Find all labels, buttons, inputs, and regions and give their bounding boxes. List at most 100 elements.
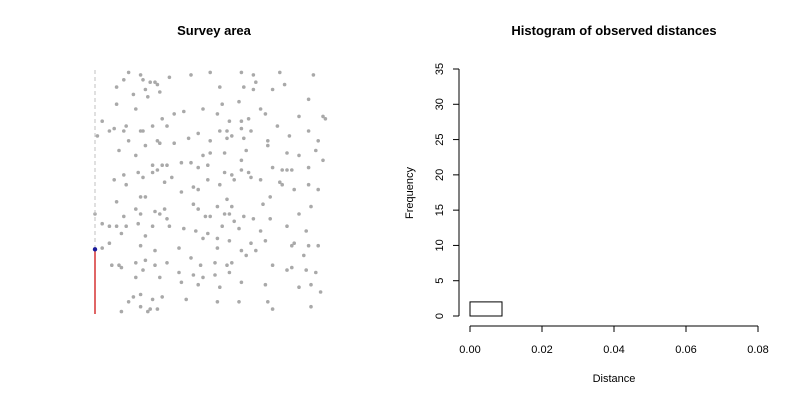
survey-point — [239, 248, 244, 253]
survey-point — [148, 80, 152, 84]
survey-point — [138, 212, 143, 216]
survey-point — [290, 168, 294, 172]
survey-point — [249, 129, 253, 133]
survey-point — [124, 224, 128, 228]
survey-point — [239, 158, 244, 163]
y-tick-label: 30 — [434, 98, 446, 110]
survey-point — [138, 195, 143, 199]
survey-point — [114, 85, 119, 89]
survey-point — [251, 217, 256, 221]
histogram-x-axis: 0.00 0.02 0.04 0.06 0.08 — [459, 325, 769, 356]
survey-point — [138, 304, 143, 309]
survey-point — [213, 261, 217, 265]
survey-point — [254, 80, 258, 84]
survey-point — [165, 217, 169, 221]
survey-point — [155, 139, 160, 143]
survey-point — [143, 195, 148, 199]
survey-point — [275, 124, 280, 128]
survey-point — [297, 285, 301, 290]
x-tick-label: 0.04 — [603, 344, 624, 356]
survey-point — [189, 160, 193, 165]
survey-point — [287, 134, 292, 138]
survey-point — [201, 236, 205, 241]
survey-point — [191, 202, 196, 206]
survey-point — [141, 268, 145, 272]
survey-point — [165, 124, 169, 128]
survey-point — [323, 117, 328, 121]
survey-point — [179, 190, 184, 194]
survey-point — [304, 268, 309, 272]
survey-point — [306, 182, 311, 187]
y-tick-label: 35 — [434, 63, 446, 75]
survey-point — [126, 70, 131, 75]
survey-area-title: Survey area — [177, 23, 251, 38]
survey-point — [306, 165, 311, 170]
survey-point — [153, 209, 157, 214]
survey-point — [177, 270, 181, 275]
y-tick-label: 15 — [434, 204, 446, 216]
survey-point — [242, 136, 246, 141]
survey-point — [198, 263, 203, 268]
survey-point — [278, 70, 282, 75]
survey-point — [179, 280, 184, 285]
survey-point — [230, 261, 234, 265]
survey-point — [213, 273, 217, 277]
survey-point — [249, 241, 253, 245]
survey-point — [158, 212, 162, 216]
survey-point — [290, 265, 294, 270]
survey-point — [309, 204, 313, 209]
survey-point — [270, 263, 275, 268]
survey-point — [215, 300, 220, 304]
survey-point — [215, 246, 220, 250]
survey-point — [184, 297, 188, 302]
survey-point — [237, 226, 241, 231]
survey-point — [266, 143, 270, 148]
survey-point — [114, 102, 119, 106]
survey-point — [124, 124, 128, 128]
survey-point — [218, 182, 222, 187]
survey-point — [258, 107, 263, 111]
survey-point — [170, 175, 174, 180]
survey-point — [309, 282, 313, 287]
survey-point — [266, 300, 270, 304]
survey-point — [182, 109, 186, 114]
survey-point — [254, 248, 258, 253]
survey-point — [107, 129, 112, 133]
survey-point — [122, 214, 126, 219]
survey-point — [189, 73, 193, 77]
survey-point — [316, 243, 321, 248]
x-tick-label: 0.02 — [531, 344, 552, 356]
survey-point — [134, 107, 138, 111]
survey-point — [119, 309, 124, 314]
survey-point — [112, 178, 116, 182]
survey-point — [136, 170, 140, 175]
survey-point — [146, 95, 150, 99]
x-tick-label: 0.06 — [675, 344, 696, 356]
survey-point — [107, 241, 112, 245]
survey-point — [215, 236, 220, 241]
survey-point — [126, 300, 131, 304]
survey-point — [297, 114, 301, 119]
survey-point — [134, 153, 138, 158]
survey-point — [146, 309, 150, 314]
survey-point — [225, 129, 229, 133]
survey-point — [138, 129, 143, 133]
survey-point — [160, 295, 164, 299]
survey-point — [318, 290, 323, 294]
survey-point — [100, 119, 104, 123]
survey-point — [172, 141, 176, 145]
survey-point — [314, 148, 318, 153]
survey-point — [285, 168, 289, 172]
y-tick-label: 10 — [434, 239, 446, 251]
survey-point — [220, 102, 224, 106]
survey-point — [191, 273, 196, 277]
survey-point — [208, 151, 212, 155]
histogram-y-axis: 0 5 10 15 20 25 30 35 — [434, 63, 460, 319]
survey-point — [306, 97, 311, 102]
survey-point — [150, 124, 155, 128]
survey-point — [136, 221, 140, 226]
survey-point — [126, 139, 131, 143]
survey-point — [196, 282, 200, 287]
survey-point — [131, 92, 136, 97]
survey-point — [119, 231, 124, 236]
